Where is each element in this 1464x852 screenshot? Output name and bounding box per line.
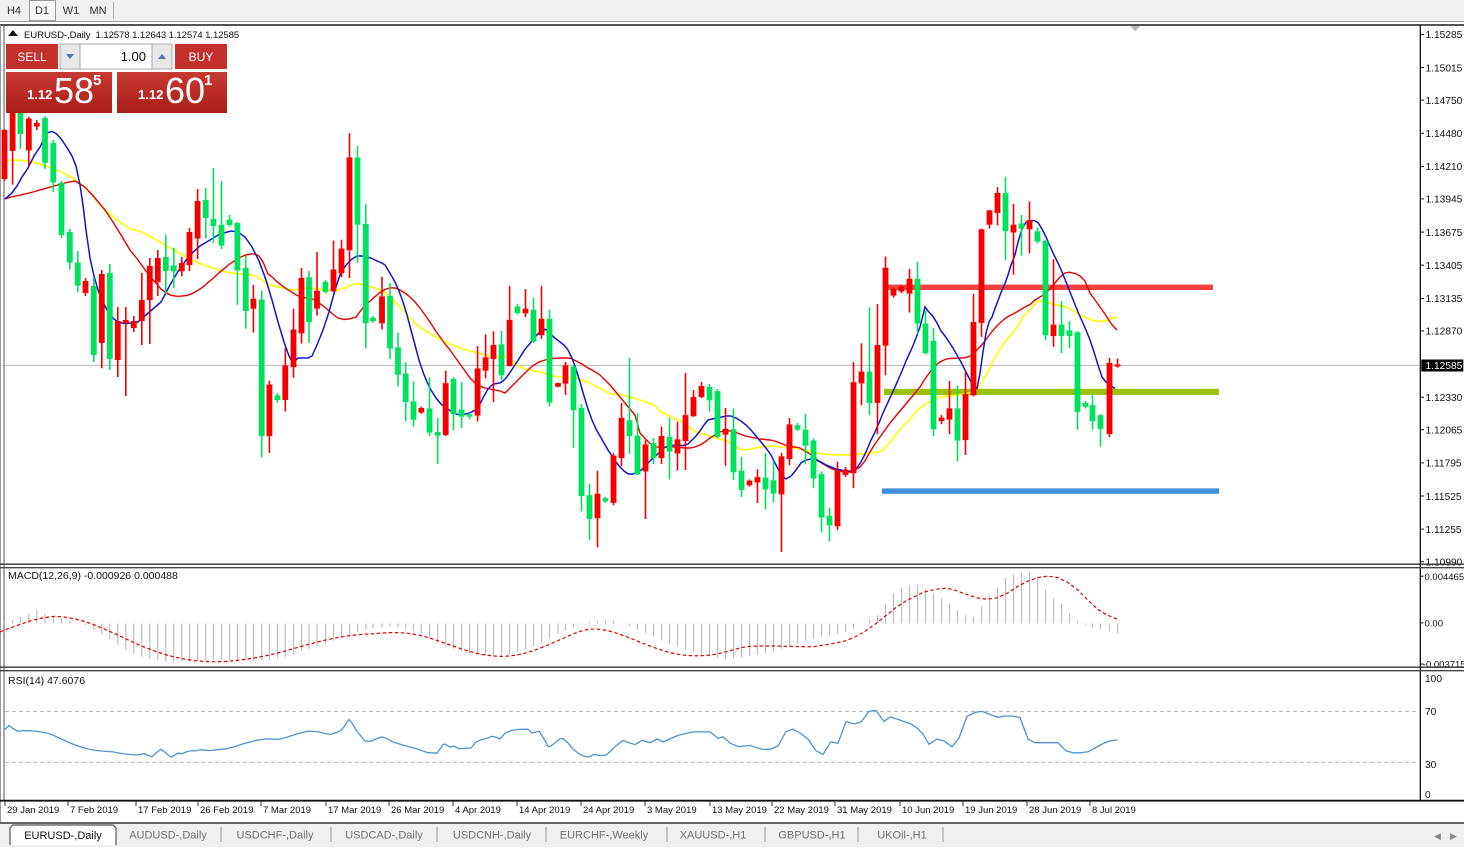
svg-text:8 Jul 2019: 8 Jul 2019 [1092, 805, 1136, 816]
svg-text:1: 1 [204, 72, 212, 89]
svg-text:XAUUSD-,H1: XAUUSD-,H1 [680, 830, 747, 842]
svg-text:100: 100 [1425, 674, 1442, 685]
svg-text:1.11255: 1.11255 [1426, 525, 1462, 536]
svg-text:W1: W1 [63, 5, 80, 17]
svg-text:EURUSD-,Daily 1.12578 1.12643: EURUSD-,Daily 1.12578 1.12643 1.12574 1.… [24, 30, 239, 41]
svg-text:0.004465: 0.004465 [1425, 572, 1464, 583]
svg-text:17 Feb 2019: 17 Feb 2019 [138, 805, 191, 816]
svg-text:3 May 2019: 3 May 2019 [647, 805, 697, 816]
svg-text:SELL: SELL [17, 50, 47, 64]
svg-text:26 Feb 2019: 26 Feb 2019 [200, 805, 253, 816]
svg-text:4 Apr 2019: 4 Apr 2019 [455, 805, 501, 816]
svg-text:1.13945: 1.13945 [1426, 195, 1463, 206]
svg-text:1.12065: 1.12065 [1426, 426, 1463, 437]
svg-text:1.13405: 1.13405 [1426, 261, 1463, 272]
svg-text:-0.003715: -0.003715 [1423, 660, 1464, 671]
svg-text:1.10990: 1.10990 [1426, 558, 1463, 569]
svg-text:1.12: 1.12 [138, 87, 163, 102]
svg-text:5: 5 [93, 72, 101, 89]
svg-text:MACD(12,26,9) -0.000926 0.0004: MACD(12,26,9) -0.000926 0.000488 [8, 570, 178, 582]
svg-text:1.13675: 1.13675 [1426, 228, 1463, 239]
svg-text:USDCAD-,Daily: USDCAD-,Daily [345, 830, 423, 842]
svg-text:26 Mar 2019: 26 Mar 2019 [391, 805, 444, 816]
svg-text:1.11795: 1.11795 [1426, 459, 1462, 470]
svg-text:▶: ▶ [1450, 831, 1457, 841]
svg-text:70: 70 [1425, 707, 1437, 718]
svg-text:1.12330: 1.12330 [1426, 393, 1463, 404]
svg-text:7 Mar 2019: 7 Mar 2019 [263, 805, 311, 816]
svg-text:1.12: 1.12 [27, 87, 52, 102]
svg-text:1.11525: 1.11525 [1426, 492, 1462, 503]
svg-text:RSI(14) 47.6076: RSI(14) 47.6076 [8, 675, 85, 687]
svg-text:AUDUSD-,Daily: AUDUSD-,Daily [129, 830, 207, 842]
svg-text:H4: H4 [7, 5, 21, 17]
svg-text:◀: ◀ [1434, 831, 1441, 841]
svg-text:29 Jan 2019: 29 Jan 2019 [7, 805, 59, 816]
svg-text:14 Apr 2019: 14 Apr 2019 [519, 805, 570, 816]
svg-text:USDCHF-,Daily: USDCHF-,Daily [237, 830, 315, 842]
svg-text:30: 30 [1425, 760, 1437, 771]
svg-text:31 May 2019: 31 May 2019 [837, 805, 892, 816]
svg-text:1.13135: 1.13135 [1426, 294, 1463, 305]
svg-text:7 Feb 2019: 7 Feb 2019 [70, 805, 118, 816]
svg-text:UKOil-,H1: UKOil-,H1 [877, 830, 927, 842]
svg-text:USDCNH-,Daily: USDCNH-,Daily [453, 830, 532, 842]
svg-text:19 Jun 2019: 19 Jun 2019 [965, 805, 1017, 816]
svg-text:BUY: BUY [189, 50, 214, 64]
svg-text:1.12870: 1.12870 [1426, 327, 1463, 338]
svg-text:1.14480: 1.14480 [1426, 129, 1463, 140]
svg-text:22 May 2019: 22 May 2019 [774, 805, 829, 816]
svg-text:1.14750: 1.14750 [1426, 96, 1463, 107]
svg-text:58: 58 [54, 70, 94, 111]
svg-text:28 Jun 2019: 28 Jun 2019 [1029, 805, 1081, 816]
svg-text:1.15285: 1.15285 [1426, 30, 1463, 41]
svg-text:1.14210: 1.14210 [1426, 162, 1463, 173]
svg-text:0: 0 [1425, 790, 1431, 801]
svg-text:GBPUSD-,H1: GBPUSD-,H1 [778, 830, 845, 842]
svg-text:13 May 2019: 13 May 2019 [712, 805, 767, 816]
svg-text:60: 60 [165, 70, 205, 111]
svg-text:MN: MN [89, 5, 106, 17]
svg-text:0.00: 0.00 [1425, 619, 1444, 630]
svg-text:10 Jun 2019: 10 Jun 2019 [902, 805, 954, 816]
svg-text:24 Apr 2019: 24 Apr 2019 [583, 805, 634, 816]
svg-text:EURUSD-,Daily: EURUSD-,Daily [24, 830, 102, 842]
svg-text:17 Mar 2019: 17 Mar 2019 [328, 805, 381, 816]
svg-text:D1: D1 [35, 5, 49, 17]
svg-text:EURCHF-,Weekly: EURCHF-,Weekly [560, 830, 649, 842]
svg-text:1.15015: 1.15015 [1426, 63, 1463, 74]
svg-text:1.00: 1.00 [121, 49, 146, 64]
svg-text:1.12585: 1.12585 [1426, 361, 1463, 372]
